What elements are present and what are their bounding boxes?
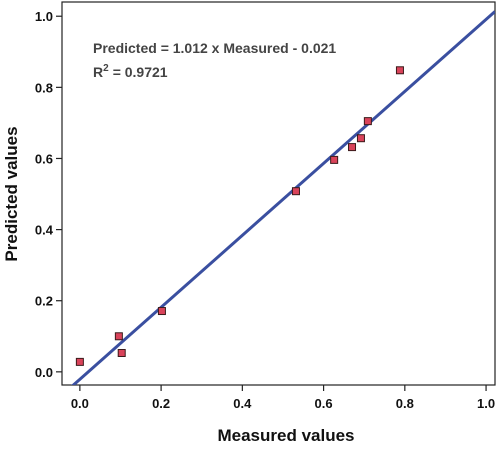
x-tick-label: 0.6 bbox=[315, 396, 333, 411]
data-point bbox=[363, 117, 372, 126]
data-point bbox=[75, 357, 84, 366]
y-tick-label: 1.0 bbox=[35, 9, 53, 24]
equation: Predicted = 1.012 x Measured - 0.021 bbox=[93, 40, 336, 56]
r-squared-value: = 0.9721 bbox=[113, 64, 168, 80]
y-tick-label: 0.8 bbox=[35, 80, 53, 95]
fit-line bbox=[71, 10, 495, 385]
y-axis-title: Predicted values bbox=[2, 126, 21, 261]
y-tick-label: 0.6 bbox=[35, 151, 53, 166]
plot-frame bbox=[61, 1, 496, 386]
x-axis-title: Measured values bbox=[217, 426, 354, 445]
r-squared: R2 = 0.9721 bbox=[93, 63, 168, 80]
data-point bbox=[330, 155, 339, 164]
x-tick-label: 1.0 bbox=[477, 396, 495, 411]
r-squared-base: R bbox=[93, 64, 103, 80]
y-tick-label: 0.2 bbox=[35, 294, 53, 309]
x-tick-label: 0.8 bbox=[396, 396, 414, 411]
data-point bbox=[348, 143, 357, 152]
y-tick-label: 0.0 bbox=[35, 365, 53, 380]
data-point bbox=[356, 134, 365, 143]
data-point bbox=[291, 187, 300, 196]
x-tick-label: 0.0 bbox=[71, 396, 89, 411]
x-tick-label: 0.4 bbox=[233, 396, 252, 411]
data-point bbox=[395, 66, 404, 75]
r-squared-exponent: 2 bbox=[103, 63, 109, 74]
data-point bbox=[117, 348, 126, 357]
x-tick-label: 0.2 bbox=[152, 396, 170, 411]
data-point bbox=[157, 307, 166, 316]
y-tick-label: 0.4 bbox=[35, 223, 54, 238]
data-point bbox=[114, 332, 123, 341]
